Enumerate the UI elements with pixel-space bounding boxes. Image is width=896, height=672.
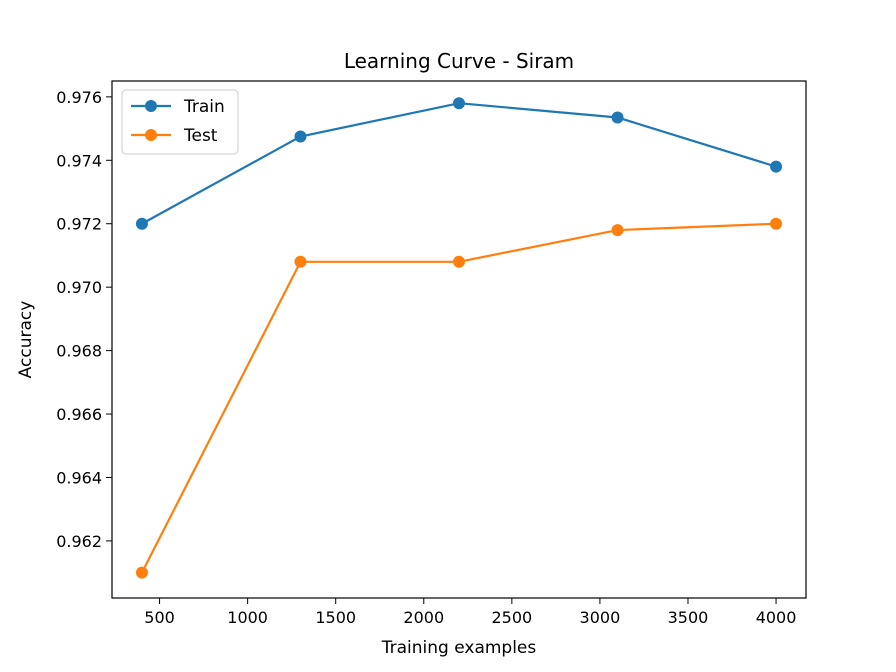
chart-title: Learning Curve - Siram <box>344 49 574 73</box>
test-data-point <box>770 217 783 230</box>
x-tick-label: 2500 <box>491 608 532 627</box>
y-axis-label: Accuracy <box>16 301 36 379</box>
legend-train-marker <box>145 100 157 112</box>
y-axis: 0.962 0.964 0.966 0.968 0.970 0.972 0.974 0.976 <box>56 88 112 551</box>
train-data-point <box>135 217 148 230</box>
y-tick-label: 0.974 <box>56 151 102 170</box>
test-data-point <box>135 566 148 579</box>
legend-train-label: Train <box>183 97 225 117</box>
plot-area: 500 1000 1500 2000 2500 3000 3500 4000 0.9620.9… <box>56 80 807 627</box>
legend-items: Train Test <box>131 97 225 146</box>
x-tick-label: 4000 <box>756 608 797 627</box>
y-tick-label: 0.972 <box>56 215 102 234</box>
x-tick-label: 3500 <box>668 608 709 627</box>
y-tick-label: 0.976 <box>56 88 102 107</box>
series-layer <box>135 97 783 579</box>
test-data-point <box>294 255 307 268</box>
y-tick-label: 0.962 <box>56 532 102 551</box>
x-tick-label: 500 <box>144 608 175 627</box>
legend-test-marker <box>145 129 157 141</box>
y-tick-label: 0.966 <box>56 405 102 424</box>
train-data-point <box>611 111 624 124</box>
x-axis-label: Training examples <box>381 638 537 658</box>
legend-test-label: Test <box>183 126 218 146</box>
train-data-point <box>294 130 307 143</box>
y-tick-label: 0.964 <box>56 468 102 487</box>
x-axis: 500 1000 1500 2000 2500 3000 3500 4000 <box>144 598 796 627</box>
y-tick-label: 0.968 <box>56 342 102 361</box>
y-tick-label: 0.970 <box>56 278 102 297</box>
x-tick-label: 2000 <box>403 608 444 627</box>
train-data-point <box>770 160 783 173</box>
train-data-point <box>453 97 465 110</box>
x-tick-label: 1000 <box>227 608 268 627</box>
x-tick-label: 1500 <box>315 608 356 627</box>
axes-frame <box>111 80 807 599</box>
legend: Train Test <box>121 89 239 155</box>
test-data-point <box>611 224 624 237</box>
test-data-point <box>453 255 465 268</box>
x-tick-label: 3000 <box>580 608 621 627</box>
